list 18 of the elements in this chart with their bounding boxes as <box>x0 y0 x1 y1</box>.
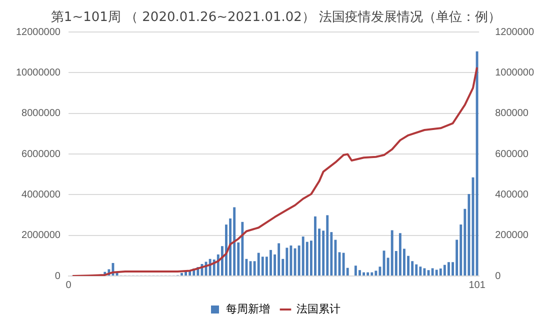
y-tick-label: 2000000 <box>22 230 61 242</box>
y2-tick-label: 800000 <box>495 108 529 120</box>
y-tick-label: 12000000 <box>16 26 61 38</box>
y-tick-label: 6000000 <box>22 148 61 160</box>
y-tick-label: 10000000 <box>16 67 61 78</box>
y2-tick-label: 1200000 <box>495 26 534 38</box>
chart-title: 第1~101周 （ 2020.01.26~2021.01.02） 法国疫情发展情况（单位：例） <box>50 9 502 26</box>
y2-tick-label: 200000 <box>495 230 529 242</box>
y2-tick-label: 400000 <box>495 189 529 200</box>
y2-tick-label: 600000 <box>495 148 529 160</box>
legend-label: 法国累计 <box>296 302 340 316</box>
y-tick-label: 8000000 <box>22 108 61 120</box>
y2-tick-label: 0 <box>495 270 502 282</box>
y-tick-label: 4000000 <box>22 189 61 200</box>
x-tick-label: 101 <box>468 280 486 291</box>
y2-tick-label: 1000000 <box>495 67 534 78</box>
y-tick-label: 0 <box>54 270 61 282</box>
legend-label: 每周新增 <box>226 302 270 316</box>
